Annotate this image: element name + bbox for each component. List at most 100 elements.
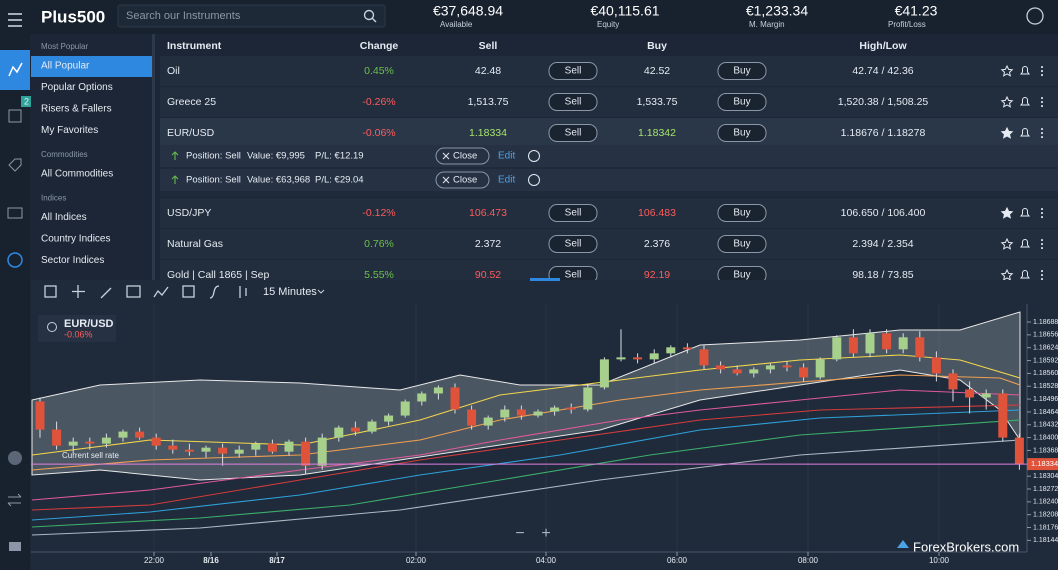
close-label[interactable]: Close <box>453 175 477 186</box>
edit-link[interactable]: Edit <box>498 151 515 162</box>
dollar-icon[interactable] <box>7 252 23 268</box>
info-icon[interactable] <box>47 322 57 332</box>
y-tick-label: 1.18176 <box>1033 524 1058 531</box>
buy-button-label[interactable]: Buy <box>733 66 750 77</box>
stat-value: €40,115.61 <box>590 3 659 19</box>
sell-button-label[interactable]: Sell <box>565 208 582 219</box>
x-tick-label: 04:00 <box>536 556 557 565</box>
buy-button[interactable] <box>717 204 767 222</box>
buy-button-label[interactable]: Buy <box>733 208 750 219</box>
tag-icon[interactable] <box>8 158 22 172</box>
sidebar-item[interactable]: All Popular <box>41 61 90 72</box>
row[interactable] <box>160 118 1058 148</box>
chat-icon[interactable] <box>9 542 21 551</box>
info-icon[interactable] <box>528 174 540 186</box>
crosshair-tool[interactable] <box>72 285 85 298</box>
position-row <box>160 169 1058 191</box>
function-tool[interactable] <box>209 285 220 299</box>
row[interactable] <box>160 56 1058 86</box>
close-label[interactable]: Close <box>453 151 477 162</box>
bell-icon[interactable] <box>1020 208 1030 217</box>
candle-body <box>848 337 858 354</box>
bell-icon[interactable] <box>1020 239 1030 248</box>
positions-icon[interactable] <box>8 109 22 123</box>
sell-button[interactable] <box>548 62 598 80</box>
sell-button-label[interactable]: Sell <box>565 66 582 77</box>
indicator-tool[interactable] <box>126 285 141 298</box>
candle-body <box>716 365 726 370</box>
sidebar-item[interactable]: All Indices <box>41 212 87 223</box>
sidebar-item[interactable]: Country Indices <box>41 234 110 245</box>
row[interactable] <box>160 198 1058 228</box>
menu-icon[interactable] <box>8 13 22 27</box>
buy-button-label[interactable]: Buy <box>733 128 750 139</box>
buy-button-label[interactable]: Buy <box>733 270 750 281</box>
row[interactable] <box>160 87 1058 117</box>
timeframe[interactable]: 15 Minutes <box>263 286 317 298</box>
y-tick-label: 1.18560 <box>1033 370 1058 377</box>
star-icon[interactable] <box>1000 64 1014 77</box>
close-button[interactable] <box>435 147 490 165</box>
buy-button-label[interactable]: Buy <box>733 239 750 250</box>
edit-link[interactable]: Edit <box>498 175 515 186</box>
column-header: Instrument <box>167 40 222 52</box>
bell-icon[interactable] <box>1020 66 1030 75</box>
star-icon[interactable] <box>1000 126 1014 139</box>
bell-icon[interactable] <box>1020 97 1030 106</box>
trend-tool[interactable] <box>153 286 169 298</box>
star-icon[interactable] <box>1000 206 1014 219</box>
star-icon[interactable] <box>1000 237 1014 250</box>
candle-tool[interactable] <box>239 286 247 298</box>
sell-button-label[interactable]: Sell <box>565 97 582 108</box>
star-icon[interactable] <box>1000 95 1014 108</box>
sell-button[interactable] <box>548 235 598 253</box>
buy-button[interactable] <box>717 124 767 142</box>
sell-button[interactable] <box>548 124 598 142</box>
draw-tool[interactable] <box>100 287 112 299</box>
y-tick-label: 1.18656 <box>1033 332 1058 339</box>
y-tick-label: 1.18432 <box>1033 422 1058 429</box>
buy-button-label[interactable]: Buy <box>733 97 750 108</box>
star-icon[interactable] <box>1000 268 1014 281</box>
splitter-handle[interactable] <box>530 278 560 281</box>
info-icon[interactable] <box>528 150 540 162</box>
price-axis <box>1027 304 1058 552</box>
row[interactable] <box>160 229 1058 259</box>
zoom-in[interactable]: + <box>541 525 550 542</box>
buy-button[interactable] <box>717 235 767 253</box>
y-tick-label: 1.18304 <box>1033 473 1058 480</box>
close-button[interactable] <box>435 171 490 189</box>
sidebar-item[interactable]: Sector Indices <box>41 255 104 266</box>
y-tick-label: 1.18400 <box>1033 434 1058 441</box>
sell-button[interactable] <box>548 93 598 111</box>
zoom-out[interactable]: − <box>515 525 524 542</box>
wallet-icon[interactable] <box>7 207 23 219</box>
save-tool[interactable] <box>182 285 195 298</box>
fullscreen-tool[interactable] <box>44 285 57 298</box>
sidebar-item[interactable]: My Favorites <box>41 125 98 136</box>
search-box[interactable] <box>117 4 386 28</box>
search-icon[interactable] <box>363 9 377 23</box>
sell-button[interactable] <box>548 204 598 222</box>
candle-body <box>234 449 244 454</box>
sidebar-item[interactable]: All Commodities <box>41 169 113 180</box>
table-header <box>160 36 1058 56</box>
buy-button[interactable] <box>717 62 767 80</box>
night-icon[interactable] <box>8 451 22 465</box>
bell-icon[interactable] <box>1020 270 1030 279</box>
sell-button-label[interactable]: Sell <box>565 239 582 250</box>
sell-button-label[interactable]: Sell <box>565 270 582 281</box>
bollinger-band <box>31 311 1021 481</box>
switch-icon[interactable] <box>7 493 22 507</box>
stat-label: Equity <box>597 20 619 29</box>
selected-item <box>31 56 152 77</box>
sidebar-item[interactable]: Popular Options <box>41 82 113 93</box>
buy-button[interactable] <box>717 93 767 111</box>
account-icon[interactable] <box>1026 7 1044 25</box>
sidebar-item[interactable]: Risers & Fallers <box>41 104 112 115</box>
up-arrow <box>171 151 179 160</box>
candle-body <box>218 447 228 454</box>
sell-button-label[interactable]: Sell <box>565 128 582 139</box>
timeframe-caret[interactable] <box>317 289 325 294</box>
bell-icon[interactable] <box>1020 128 1030 137</box>
